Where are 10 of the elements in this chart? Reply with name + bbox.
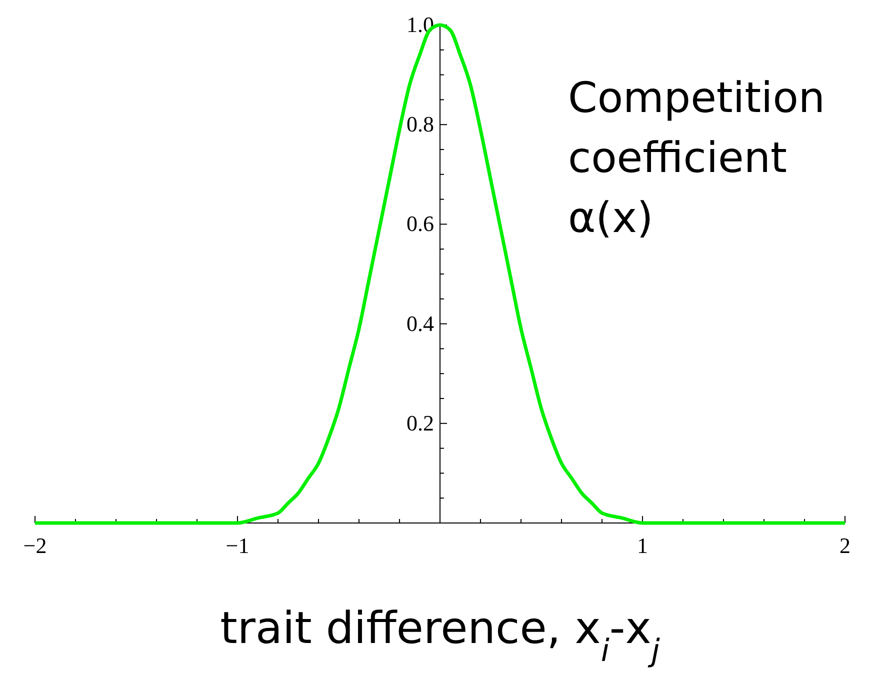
x-axis-title: trait difference, x$_{i}$-x$_{j}$ (220, 603, 660, 669)
y-tick-label: 0.8 (406, 112, 434, 137)
x-tick-label: −1 (226, 533, 250, 558)
x-tick-label: −2 (23, 533, 47, 558)
y-tick-label: 0.6 (406, 211, 434, 236)
y-axis-title: Competition coefficient α(x) (568, 72, 826, 244)
x-tick-label: 1 (637, 533, 648, 558)
y-tick-label: 0.2 (406, 410, 434, 436)
x-tick-label: 2 (840, 533, 850, 558)
y-tick-label: 0.4 (406, 310, 434, 336)
